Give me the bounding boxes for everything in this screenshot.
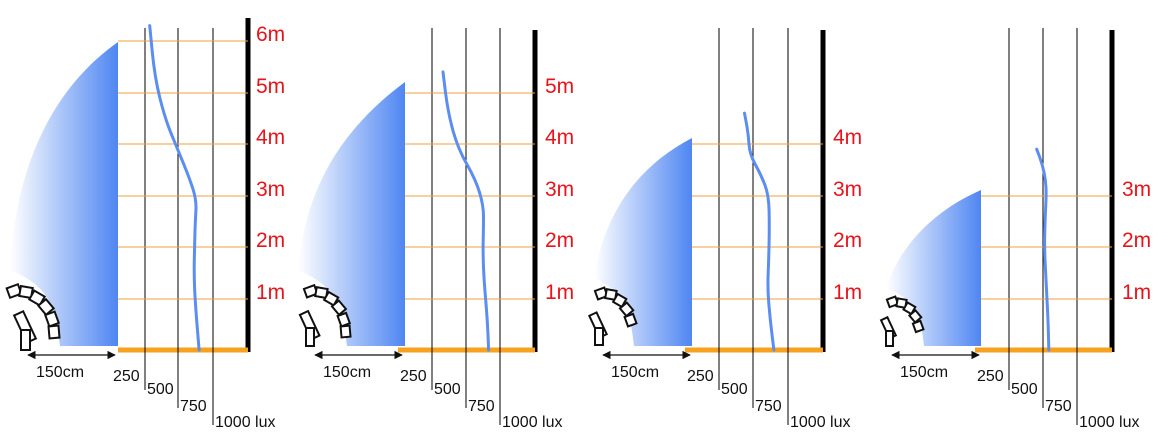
lux-label-750: 750 [1045, 398, 1072, 415]
height-label-4m: 4m [833, 126, 862, 149]
luminaire-icon [879, 295, 925, 347]
distance-label: 150cm [611, 364, 659, 381]
height-labels: 1m 2m 3m [1122, 178, 1151, 304]
lux-label-1000: 1000 lux [502, 414, 563, 431]
height-label-2m: 2m [256, 229, 285, 252]
lux-label-500: 500 [1011, 381, 1038, 398]
lux-curve [148, 24, 201, 352]
distance-label: 150cm [323, 364, 371, 381]
lux-curve [441, 70, 491, 352]
height-labels: 1m 2m 3m 4m [833, 126, 862, 304]
lux-label-750: 750 [755, 398, 782, 415]
lux-label-750: 750 [180, 398, 207, 415]
height-label-3m: 3m [833, 178, 862, 201]
height-label-3m: 3m [1122, 178, 1151, 201]
height-label-1m: 1m [833, 281, 862, 304]
height-label-3m: 3m [256, 178, 285, 201]
height-label-4m: 4m [545, 126, 574, 149]
height-label-1m: 1m [1122, 281, 1151, 304]
panel-4: 150cm 250 500 750 1000 lux 1m 2m 3m [879, 28, 1151, 431]
height-label-2m: 2m [545, 229, 574, 252]
panel-3: 150cm 250 500 750 1000 lux 1m 2m 3m 4m [587, 28, 862, 431]
lux-labels: 250 500 750 1000 lux [400, 368, 563, 431]
lux-label-500: 500 [147, 381, 174, 398]
lux-gridlines [718, 28, 789, 425]
height-label-2m: 2m [833, 229, 862, 252]
height-gridlines [405, 92, 535, 300]
height-label-6m: 6m [256, 23, 285, 46]
lux-label-500: 500 [434, 381, 461, 398]
lux-label-750: 750 [468, 398, 495, 415]
lux-label-1000: 1000 lux [215, 414, 276, 431]
height-labels: 1m 2m 3m 4m 5m [545, 75, 574, 304]
light-beam [298, 82, 405, 346]
height-label-5m: 5m [545, 75, 574, 98]
luminaire-icon [5, 282, 61, 351]
lux-labels: 250 500 750 1000 lux [687, 368, 851, 431]
height-label-2m: 2m [1122, 229, 1151, 252]
panel-2: 150cm 250 500 750 1000 lux 1m 2m 3m 4m 5… [298, 28, 574, 431]
lux-curve [1035, 147, 1051, 352]
height-labels: 1m 2m 3m 4m 5m 6m [256, 23, 285, 304]
luminaire-icon [587, 286, 638, 346]
height-label-5m: 5m [256, 75, 285, 98]
lux-label-1000: 1000 lux [790, 414, 851, 431]
lux-label-250: 250 [977, 368, 1004, 385]
distance-label: 150cm [36, 364, 84, 381]
lux-label-1000: 1000 lux [1079, 414, 1140, 431]
height-label-1m: 1m [256, 281, 285, 304]
height-label-3m: 3m [545, 178, 574, 201]
light-beam [886, 190, 981, 346]
lux-gridlines [431, 28, 501, 425]
lux-gridlines [144, 28, 214, 425]
panel-1: 150cm 250 500 750 1000 lux 1m 2m 3m 4m 5… [5, 18, 285, 431]
lux-labels: 250 500 750 1000 lux [977, 368, 1140, 431]
lux-label-250: 250 [113, 368, 140, 385]
height-gridlines [692, 143, 823, 300]
lux-curve [743, 111, 776, 352]
lux-label-250: 250 [687, 368, 714, 385]
luminaire-icon [298, 283, 352, 347]
height-label-4m: 4m [256, 126, 285, 149]
lux-gridlines [1008, 28, 1078, 425]
height-label-1m: 1m [545, 281, 574, 304]
light-beam [10, 42, 118, 346]
lux-label-250: 250 [400, 368, 427, 385]
distance-label: 150cm [900, 364, 948, 381]
height-gridlines [118, 40, 248, 300]
lux-labels: 250 500 750 1000 lux [113, 368, 276, 431]
lux-label-500: 500 [721, 381, 748, 398]
light-beam [594, 138, 692, 346]
